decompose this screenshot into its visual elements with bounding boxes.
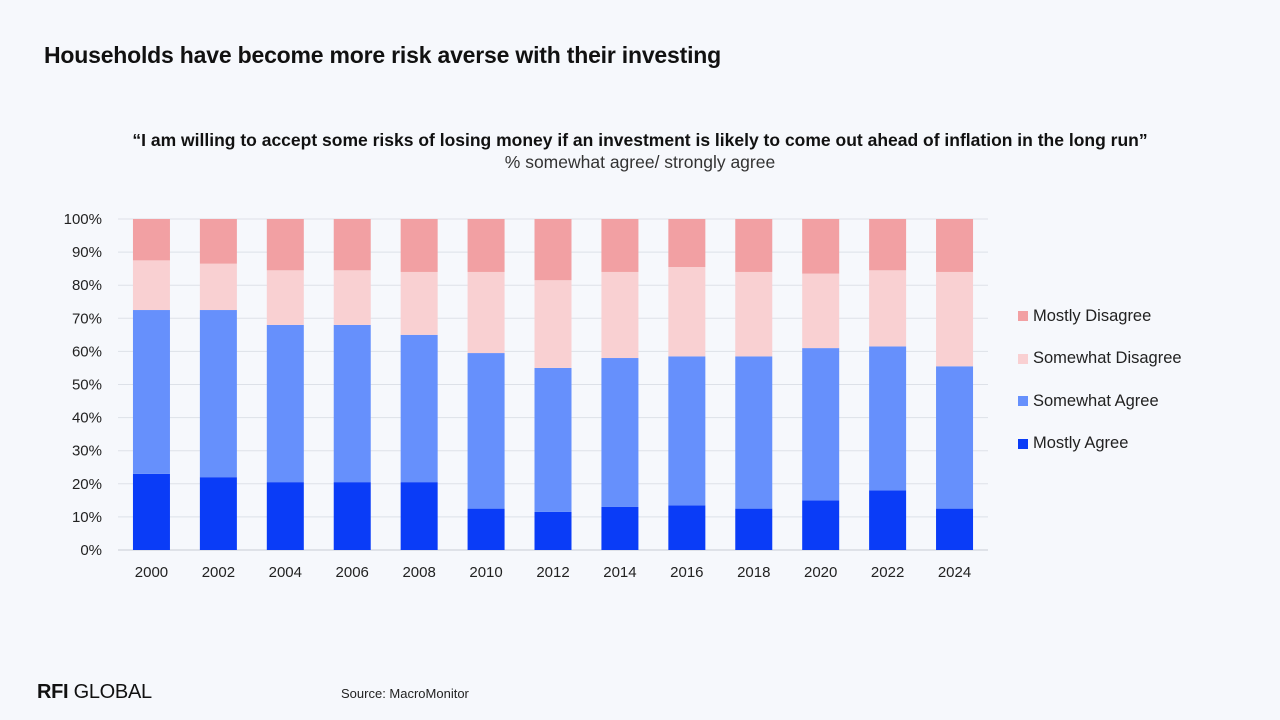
bar-somewhat-agree-2018 <box>735 356 773 509</box>
bar-somewhat-disagree-2002 <box>199 263 237 311</box>
source-note: Source: MacroMonitor <box>341 686 469 701</box>
legend-label-mostly-disagree: Mostly Disagree <box>1033 306 1152 325</box>
bar-somewhat-disagree-2006 <box>333 270 371 325</box>
legend-item-mostly-agree: Mostly Agree <box>1018 433 1182 455</box>
x-tick-label: 2012 <box>536 564 569 581</box>
bar-mostly-disagree-2002 <box>199 219 237 264</box>
chart-subtitle: % somewhat agree/ strongly agree <box>504 152 776 172</box>
bar-mostly-disagree-2008 <box>400 219 438 272</box>
x-tick-label: 2010 <box>469 564 502 581</box>
bar-mostly-agree-2000 <box>132 473 170 550</box>
bar-mostly-agree-2024 <box>936 508 974 550</box>
legend-label-mostly-agree: Mostly Agree <box>1033 434 1129 452</box>
bar-mostly-disagree-2000 <box>132 219 170 261</box>
x-tick-label: 2016 <box>670 564 703 581</box>
legend-swatch-somewhat-agree <box>1018 396 1028 406</box>
bar-mostly-disagree-2018 <box>735 219 773 272</box>
y-tick-label: 70% <box>72 310 102 327</box>
bar-somewhat-agree-2014 <box>601 358 639 507</box>
x-tick-label: 2018 <box>737 564 770 581</box>
legend-item-somewhat-disagree: Somewhat Disagree <box>1018 348 1182 370</box>
bar-somewhat-disagree-2016 <box>668 266 706 357</box>
bar-mostly-agree-2014 <box>601 506 639 550</box>
bar-somewhat-disagree-2020 <box>802 273 840 349</box>
logo-bold-text: RFI <box>37 681 69 703</box>
x-tick-label: 2006 <box>336 564 369 581</box>
bar-mostly-disagree-2024 <box>936 219 974 272</box>
y-tick-label: 40% <box>72 410 102 427</box>
page-title: Households have become more risk averse … <box>44 42 721 68</box>
bar-mostly-agree-2010 <box>467 508 505 550</box>
x-tick-label: 2004 <box>269 564 302 581</box>
bar-mostly-agree-2006 <box>333 482 371 550</box>
bar-somewhat-agree-2004 <box>266 324 304 483</box>
bar-somewhat-disagree-2022 <box>869 270 907 347</box>
bar-mostly-disagree-2020 <box>802 219 840 274</box>
bar-mostly-disagree-2010 <box>467 219 505 272</box>
y-tick-label: 60% <box>72 343 102 360</box>
bar-mostly-agree-2012 <box>534 511 572 550</box>
bar-somewhat-agree-2024 <box>936 366 974 509</box>
bar-somewhat-agree-2000 <box>132 310 170 474</box>
y-tick-label: 30% <box>72 443 102 460</box>
legend-swatch-mostly-disagree <box>1018 311 1028 321</box>
y-tick-label: 0% <box>80 542 102 559</box>
bar-somewhat-agree-2022 <box>869 346 907 491</box>
bar-somewhat-agree-2006 <box>333 324 371 483</box>
bar-somewhat-disagree-2024 <box>936 271 974 367</box>
bar-somewhat-disagree-2004 <box>266 270 304 325</box>
bar-somewhat-agree-2002 <box>199 310 237 478</box>
x-tick-label: 2020 <box>804 564 837 581</box>
bar-mostly-agree-2022 <box>869 490 907 550</box>
bar-mostly-disagree-2004 <box>266 219 304 271</box>
chart-legend: Mostly Disagree Somewhat Disagree Somewh… <box>1018 305 1182 475</box>
y-tick-label: 100% <box>64 211 102 228</box>
x-tick-label: 2000 <box>135 564 168 581</box>
logo-rest-text: GLOBAL <box>68 681 153 703</box>
bar-mostly-disagree-2012 <box>534 219 572 281</box>
y-tick-label: 20% <box>72 476 102 493</box>
bar-mostly-agree-2008 <box>400 482 438 550</box>
bar-mostly-agree-2020 <box>802 500 840 550</box>
bar-somewhat-disagree-2018 <box>735 271 773 357</box>
y-tick-label: 90% <box>72 244 102 261</box>
bar-mostly-disagree-2006 <box>333 219 371 271</box>
x-tick-label: 2022 <box>871 564 904 581</box>
bar-somewhat-disagree-2012 <box>534 280 572 368</box>
bar-somewhat-agree-2012 <box>534 367 572 512</box>
x-tick-label: 2002 <box>202 564 235 581</box>
bar-mostly-disagree-2022 <box>869 219 907 271</box>
legend-item-somewhat-agree: Somewhat Agree <box>1018 390 1182 412</box>
y-tick-label: 80% <box>72 277 102 294</box>
legend-swatch-somewhat-disagree <box>1018 353 1028 364</box>
bar-somewhat-disagree-2010 <box>467 271 505 354</box>
legend-label-somewhat-disagree: Somewhat Disagree <box>1033 349 1182 367</box>
bar-somewhat-disagree-2008 <box>400 271 438 335</box>
legend-item-mostly-disagree: Mostly Disagree <box>1018 305 1182 327</box>
bar-somewhat-agree-2016 <box>668 356 706 506</box>
bar-mostly-disagree-2016 <box>668 219 706 267</box>
bar-mostly-agree-2016 <box>668 505 706 550</box>
bar-somewhat-disagree-2014 <box>601 271 639 359</box>
x-tick-label: 2024 <box>938 564 971 581</box>
x-tick-label: 2014 <box>603 564 636 581</box>
bar-mostly-disagree-2014 <box>601 219 639 272</box>
rfi-global-logo: RFI GLOBAL <box>37 681 152 704</box>
x-tick-label: 2008 <box>402 564 435 581</box>
chart-title: “I am willing to accept some risks of lo… <box>132 130 1148 150</box>
bar-somewhat-agree-2020 <box>802 348 840 501</box>
bar-somewhat-agree-2010 <box>467 353 505 509</box>
bar-mostly-agree-2004 <box>266 482 304 550</box>
bar-somewhat-agree-2008 <box>400 334 438 483</box>
bar-mostly-agree-2018 <box>735 508 773 550</box>
y-tick-label: 50% <box>72 377 102 394</box>
bar-mostly-agree-2002 <box>199 477 237 550</box>
y-tick-label: 10% <box>72 509 102 526</box>
bar-somewhat-disagree-2000 <box>132 260 170 311</box>
legend-label-somewhat-agree: Somewhat Agree <box>1033 391 1159 410</box>
legend-swatch-mostly-agree <box>1018 438 1028 449</box>
